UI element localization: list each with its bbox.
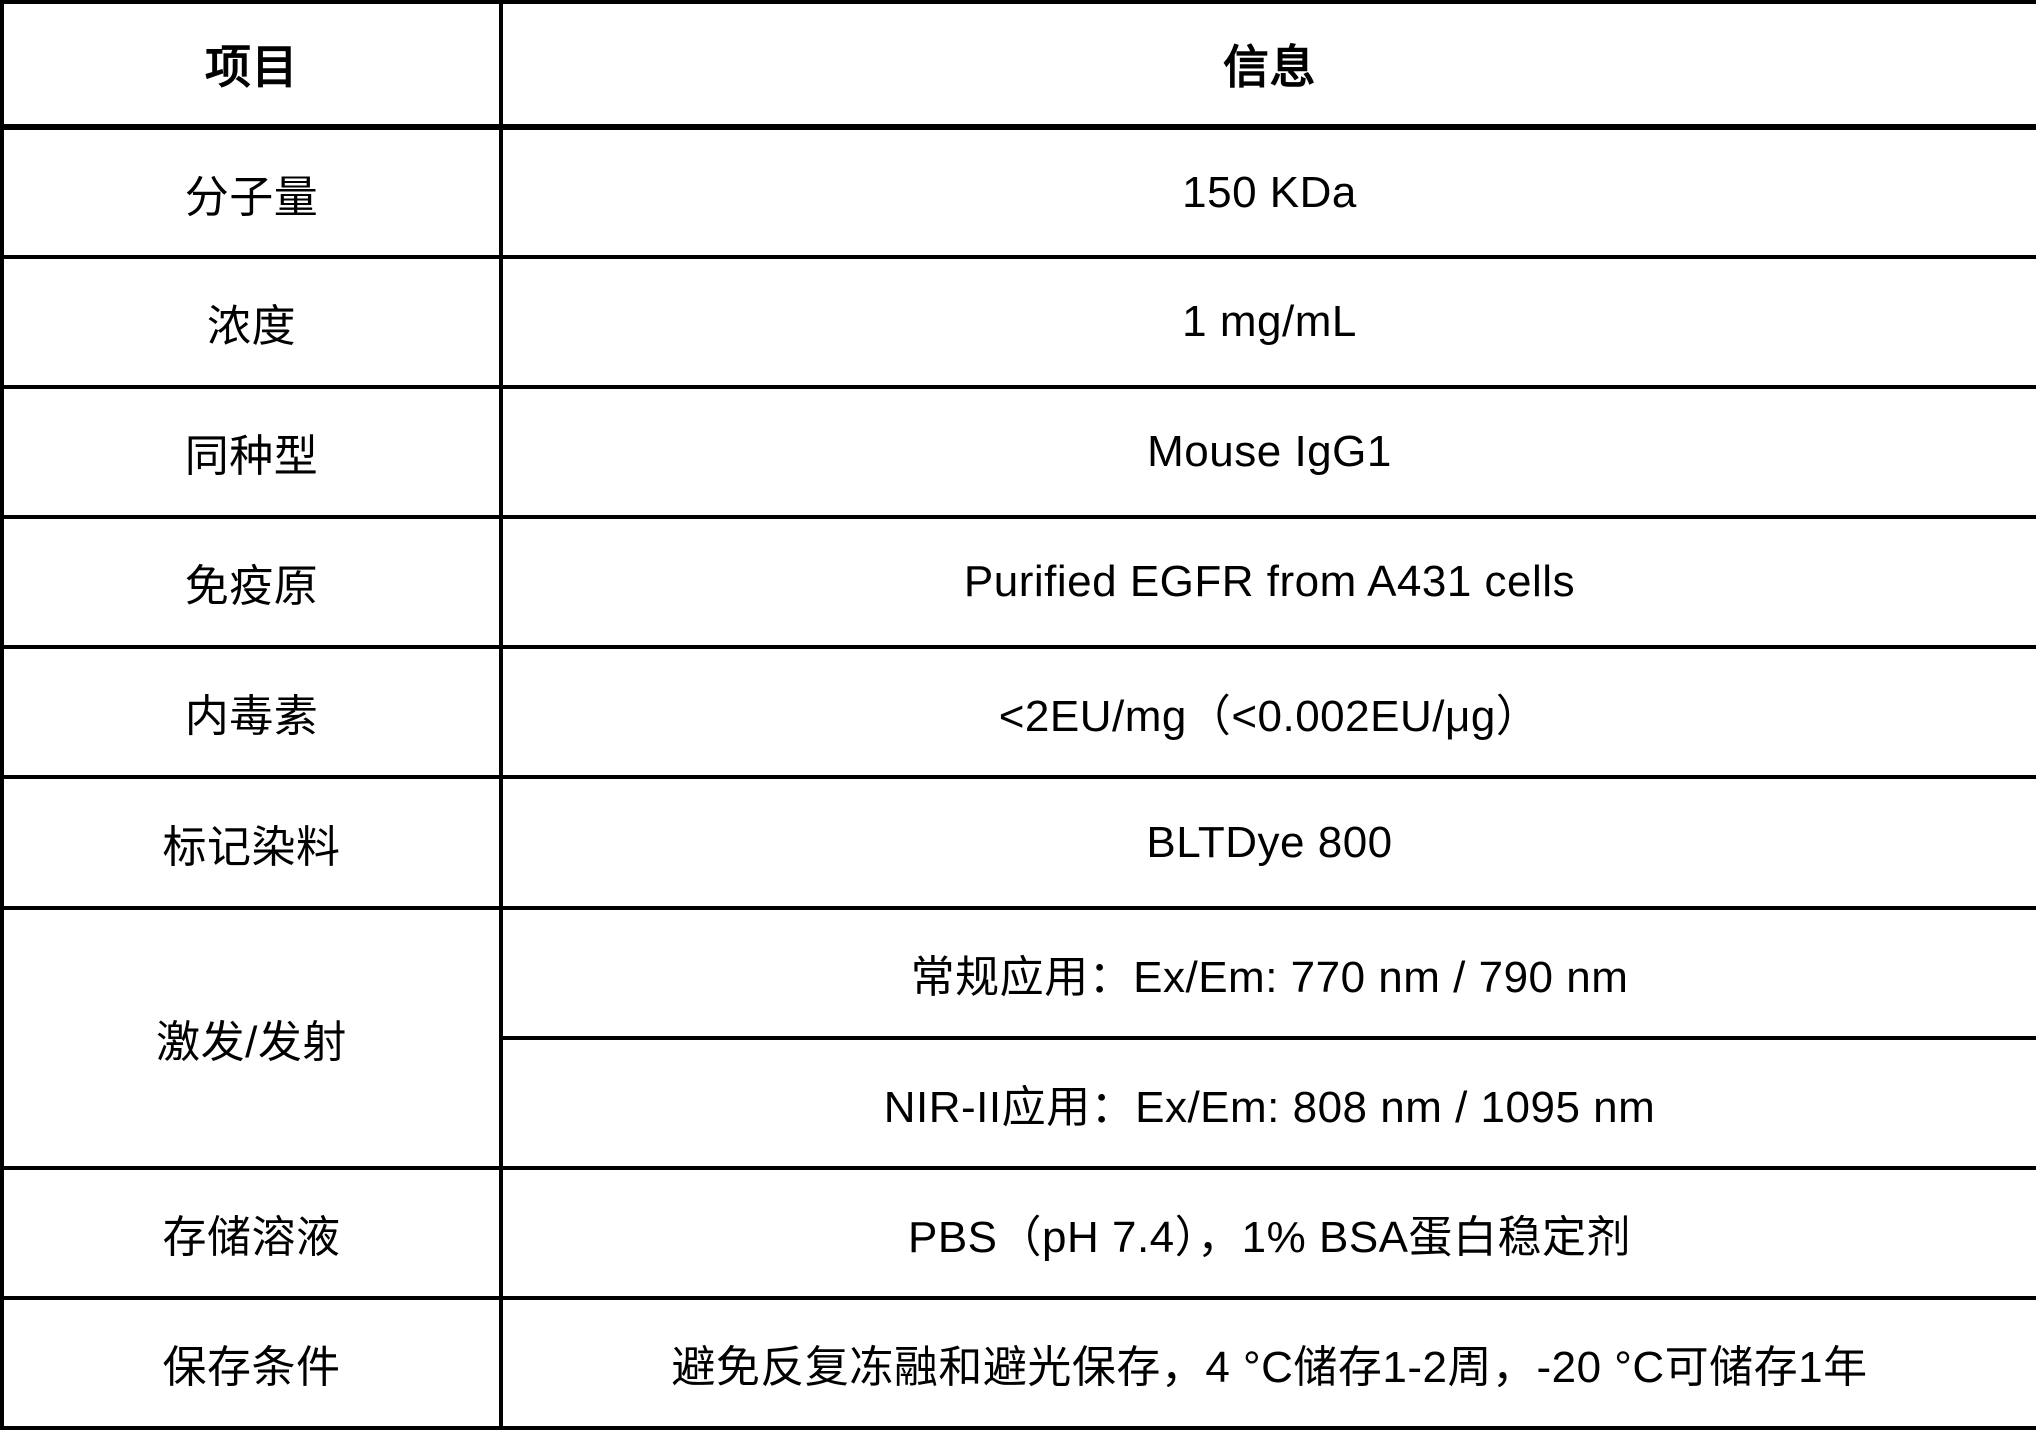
row-label: 标记染料 <box>0 775 503 910</box>
row-label: 免疫原 <box>0 515 503 650</box>
row-label: 内毒素 <box>0 645 503 780</box>
row-value: Purified EGFR from A431 cells <box>499 515 2036 650</box>
header-cell-item: 项目 <box>0 0 503 130</box>
row-value: Mouse IgG1 <box>499 385 2036 520</box>
row-label: 存储溶液 <box>0 1165 503 1300</box>
row-value: 150 KDa <box>499 124 2036 260</box>
row-label-ex-em: 激发/发射 <box>0 905 503 1170</box>
table-row-storage-solution: 存储溶液 PBS（pH 7.4），1% BSA蛋白稳定剂 <box>0 1165 2036 1300</box>
row-value: <2EU/mg（<0.002EU/μg） <box>499 645 2036 780</box>
row-label: 保存条件 <box>0 1295 503 1430</box>
header-row: 项目 信息 <box>0 0 2036 130</box>
row-label: 同种型 <box>0 385 503 520</box>
table-row-labeled-dye: 标记染料 BLTDye 800 <box>0 775 2036 910</box>
row-value-ex-em-nir2: NIR-II应用：Ex/Em: 808 nm / 1095 nm <box>499 1035 2036 1170</box>
row-value: PBS（pH 7.4），1% BSA蛋白稳定剂 <box>499 1165 2036 1300</box>
row-value: BLTDye 800 <box>499 775 2036 910</box>
table-row-molecular-weight: 分子量 150 KDa <box>0 124 2036 260</box>
row-value: 1 mg/mL <box>499 255 2036 390</box>
row-label: 浓度 <box>0 255 503 390</box>
table-row-ex-em-primary: 激发/发射 常规应用：Ex/Em: 770 nm / 790 nm <box>0 905 2036 1170</box>
table-row-concentration: 浓度 1 mg/mL <box>0 255 2036 390</box>
row-value-ex-em-regular: 常规应用：Ex/Em: 770 nm / 790 nm <box>499 905 2036 1040</box>
table-row-isotype: 同种型 Mouse IgG1 <box>0 385 2036 520</box>
row-label: 分子量 <box>0 124 503 260</box>
table-row-immunogen: 免疫原 Purified EGFR from A431 cells <box>0 515 2036 650</box>
row-value: 避免反复冻融和避光保存，4 °C储存1-2周，-20 °C可储存1年 <box>499 1295 2036 1430</box>
header-cell-info: 信息 <box>499 0 2036 130</box>
table-row-endotoxin: 内毒素 <2EU/mg（<0.002EU/μg） <box>0 645 2036 780</box>
table-row-storage-condition: 保存条件 避免反复冻融和避光保存，4 °C储存1-2周，-20 °C可储存1年 <box>0 1295 2036 1430</box>
table-row-ex-em-secondary: NIR-II应用：Ex/Em: 808 nm / 1095 nm <box>2 1035 2036 1170</box>
